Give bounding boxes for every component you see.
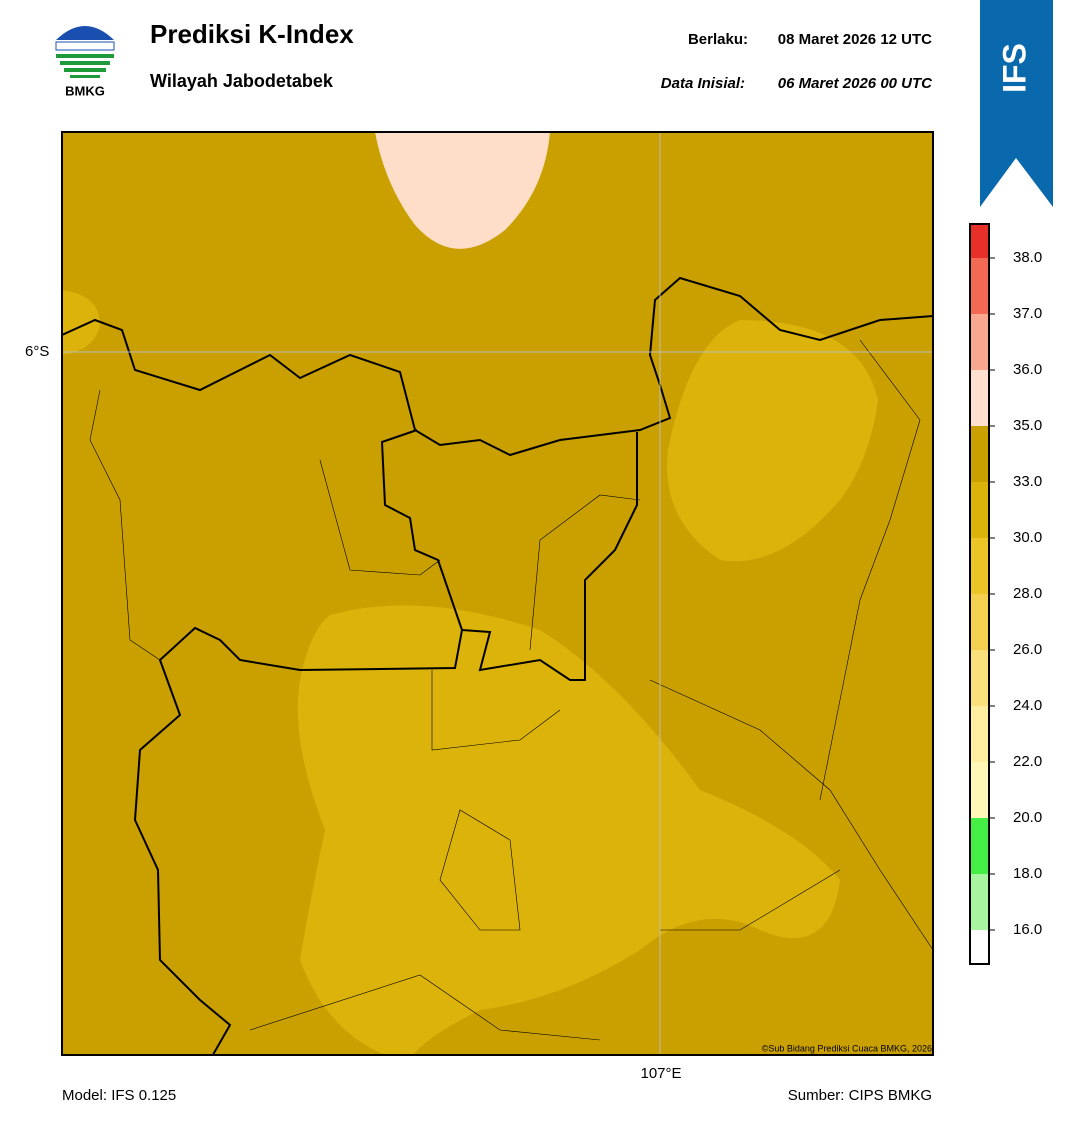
colorbar-tick-label: 16.0 (1013, 921, 1042, 938)
logo-text: BMKG (65, 83, 105, 98)
map-frame (61, 131, 934, 1056)
colorbar-segment (970, 818, 989, 874)
colorbar-segment (970, 426, 989, 482)
colorbar-tick-label: 36.0 (1013, 361, 1042, 378)
colorbar-segment (970, 370, 989, 426)
colorbar-tick-label: 24.0 (1013, 697, 1042, 714)
colorbar-tick-label: 18.0 (1013, 865, 1042, 882)
colorbar-tick-label: 22.0 (1013, 753, 1042, 770)
colorbar-segment (970, 762, 989, 818)
subtitle: Wilayah Jabodetabek (150, 71, 334, 91)
colorbar-segment (970, 258, 989, 314)
lat-label: 6°S (25, 343, 49, 360)
logo: BMKG (55, 26, 115, 98)
colorbar-segment (970, 706, 989, 762)
colorbar-segment (970, 874, 989, 930)
badge-text: IFS (996, 43, 1032, 93)
badge (980, 0, 1053, 207)
init-time: 06 Maret 2026 00 UTC (778, 75, 933, 92)
map (62, 132, 933, 1055)
colorbar-tick-label: 33.0 (1013, 473, 1042, 490)
colorbar-segment (970, 538, 989, 594)
lon-label: 107°E (640, 1065, 681, 1082)
valid-label: Berlaku: (688, 31, 748, 48)
colorbar-tick-label: 26.0 (1013, 641, 1042, 658)
colorbar-segment (970, 594, 989, 650)
init-label: Data Inisial: (661, 75, 745, 92)
colorbar-tick-label: 35.0 (1013, 417, 1042, 434)
colorbar-segment (970, 482, 989, 538)
colorbar-tick-label: 30.0 (1013, 529, 1042, 546)
valid-time: 08 Maret 2026 12 UTC (778, 31, 932, 48)
colorbar-tick-label: 37.0 (1013, 305, 1042, 322)
source: Sumber: CIPS BMKG (788, 1087, 932, 1104)
model: Model: IFS 0.125 (62, 1087, 176, 1104)
colorbar-segment (970, 650, 989, 706)
colorbar-segment (970, 224, 989, 258)
colorbar: 16.0 18.0 20.0 22.0 24.0 26.0 28.0 30.0 33.0 35.0… (969, 223, 1042, 965)
colorbar-segment (970, 314, 989, 370)
colorbar-tick-label: 38.0 (1013, 249, 1042, 266)
title: Prediksi K-Index (150, 19, 354, 49)
credit: ©Sub Bidang Prediksi Cuaca BMKG, 2026 (762, 1043, 932, 1053)
colorbar-tick-label: 28.0 (1013, 585, 1042, 602)
colorbar-segment (970, 930, 989, 964)
colorbar-tick-label: 20.0 (1013, 809, 1042, 826)
